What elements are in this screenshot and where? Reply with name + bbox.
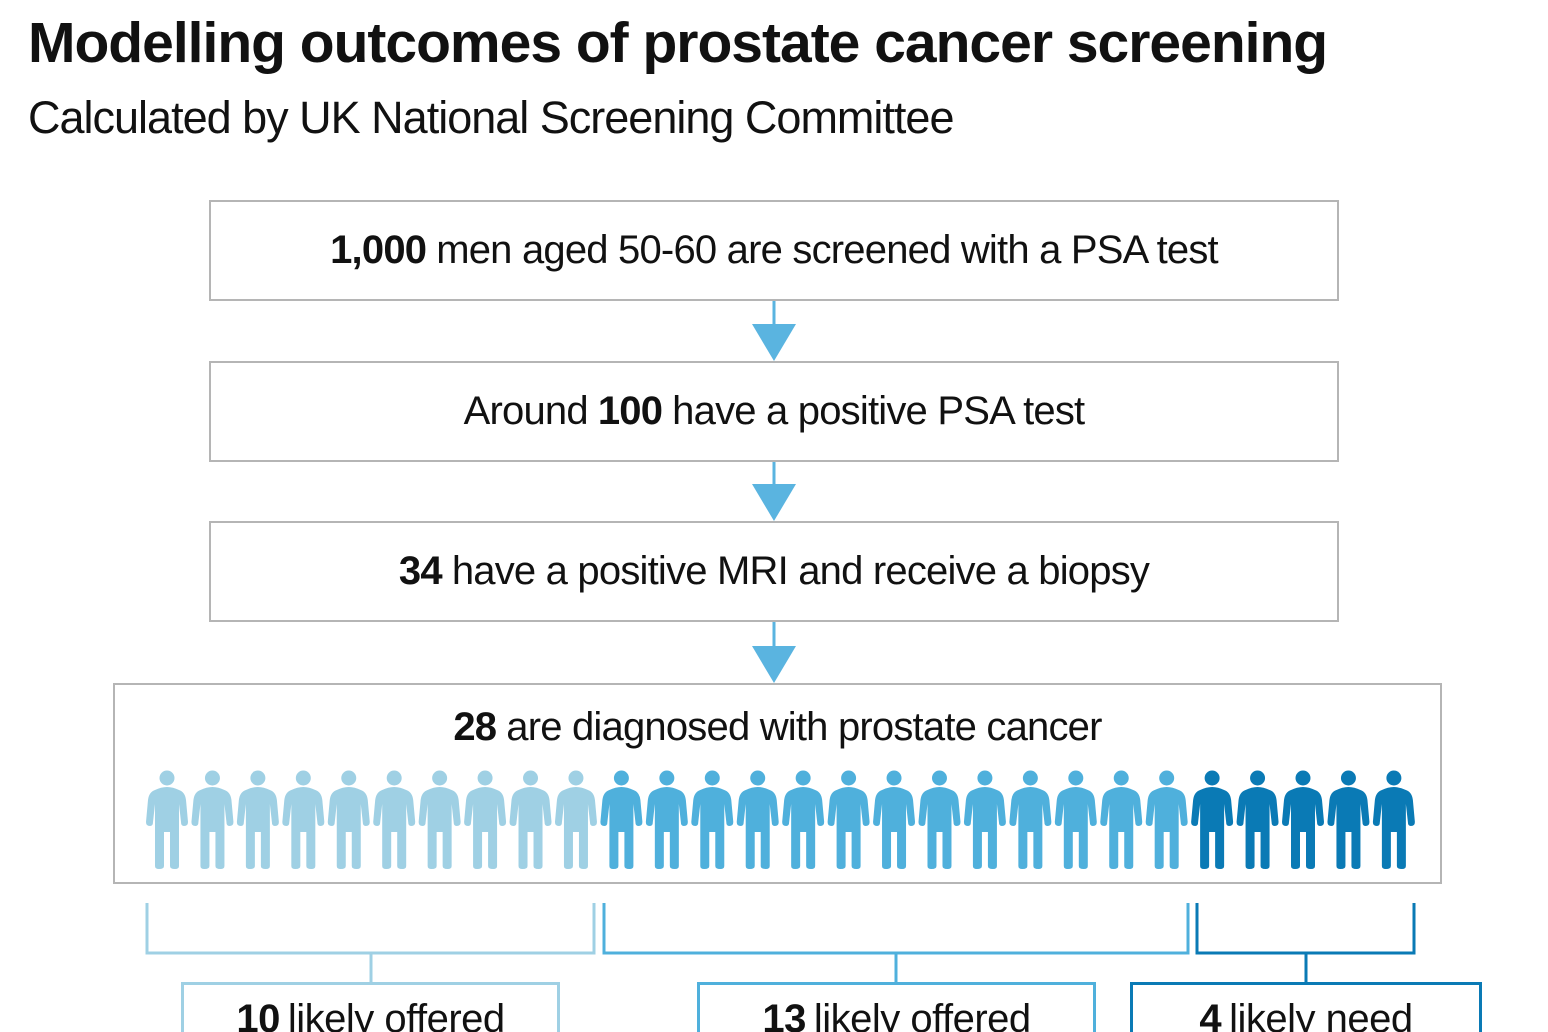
person-icon	[918, 770, 961, 869]
person-icon	[1236, 770, 1279, 869]
person-icon	[691, 770, 734, 869]
step-text: have a positive PSA test	[672, 389, 1085, 433]
person-icon	[600, 770, 643, 869]
step-number: 34	[398, 549, 443, 593]
group-bracket-3	[1195, 903, 1416, 983]
arrow-down-icon	[752, 462, 796, 521]
person-icon	[554, 770, 597, 869]
group-bracket-2	[602, 903, 1190, 983]
person-icon	[963, 770, 1006, 869]
person-icon	[1327, 770, 1370, 869]
outcome-group-2: 13 likely offered	[697, 982, 1096, 1032]
outcome-number: 13	[762, 997, 806, 1032]
step-screened: 1,000 men aged 50-60 are screened with a …	[209, 200, 1339, 301]
step-diagnosed: 28 are diagnosed with prostate cancer	[113, 683, 1442, 884]
person-icon	[1372, 770, 1415, 869]
person-icon	[146, 770, 188, 869]
outcome-text: likely need	[1229, 997, 1413, 1032]
diagnosed-text: are diagnosed with prostate cancer	[506, 705, 1102, 749]
arrow-down-icon	[752, 301, 796, 361]
person-icon	[1100, 770, 1143, 869]
person-icon	[1145, 770, 1188, 869]
outcome-group-3: 4 likely need	[1130, 982, 1482, 1032]
person-icon	[1282, 770, 1324, 869]
group-bracket-1	[145, 903, 596, 983]
step-text: men aged 50-60 are screened with a PSA t…	[436, 228, 1218, 272]
person-icon	[282, 770, 325, 869]
step-prefix: Around	[463, 389, 589, 433]
outcome-group-1: 10 likely offered	[181, 982, 560, 1032]
person-icon	[464, 770, 507, 869]
step-number: 1,000	[330, 228, 427, 272]
person-icon	[782, 770, 825, 869]
person-icon	[191, 770, 234, 869]
outcome-number: 4	[1199, 997, 1222, 1032]
person-icon	[645, 770, 688, 869]
person-icon	[418, 770, 461, 869]
person-icon	[1054, 770, 1097, 869]
outcome-text: likely offered	[287, 997, 505, 1032]
page-subtitle: Calculated by UK National Screening Comm…	[28, 92, 954, 143]
person-icon	[236, 770, 279, 869]
person-icon	[736, 770, 779, 869]
person-icon	[373, 770, 416, 869]
step-positive-psa: Around 100 have a positive PSA test	[209, 361, 1339, 462]
person-icon	[327, 770, 370, 869]
person-icon	[827, 770, 870, 869]
step-number: 100	[597, 389, 663, 433]
step-text: have a positive MRI and receive a biopsy	[451, 549, 1150, 593]
outcome-text: likely offered	[813, 997, 1031, 1032]
person-icon	[509, 770, 552, 869]
diagnosed-number: 28	[453, 705, 497, 749]
step-biopsy: 34 have a positive MRI and receive a biop…	[209, 521, 1339, 622]
arrow-down-icon	[752, 622, 796, 683]
person-icon	[1009, 770, 1052, 869]
outcome-number: 10	[236, 997, 280, 1032]
person-icon	[1191, 770, 1234, 869]
person-icon	[873, 770, 916, 869]
page-title: Modelling outcomes of prostate cancer sc…	[28, 11, 1328, 75]
